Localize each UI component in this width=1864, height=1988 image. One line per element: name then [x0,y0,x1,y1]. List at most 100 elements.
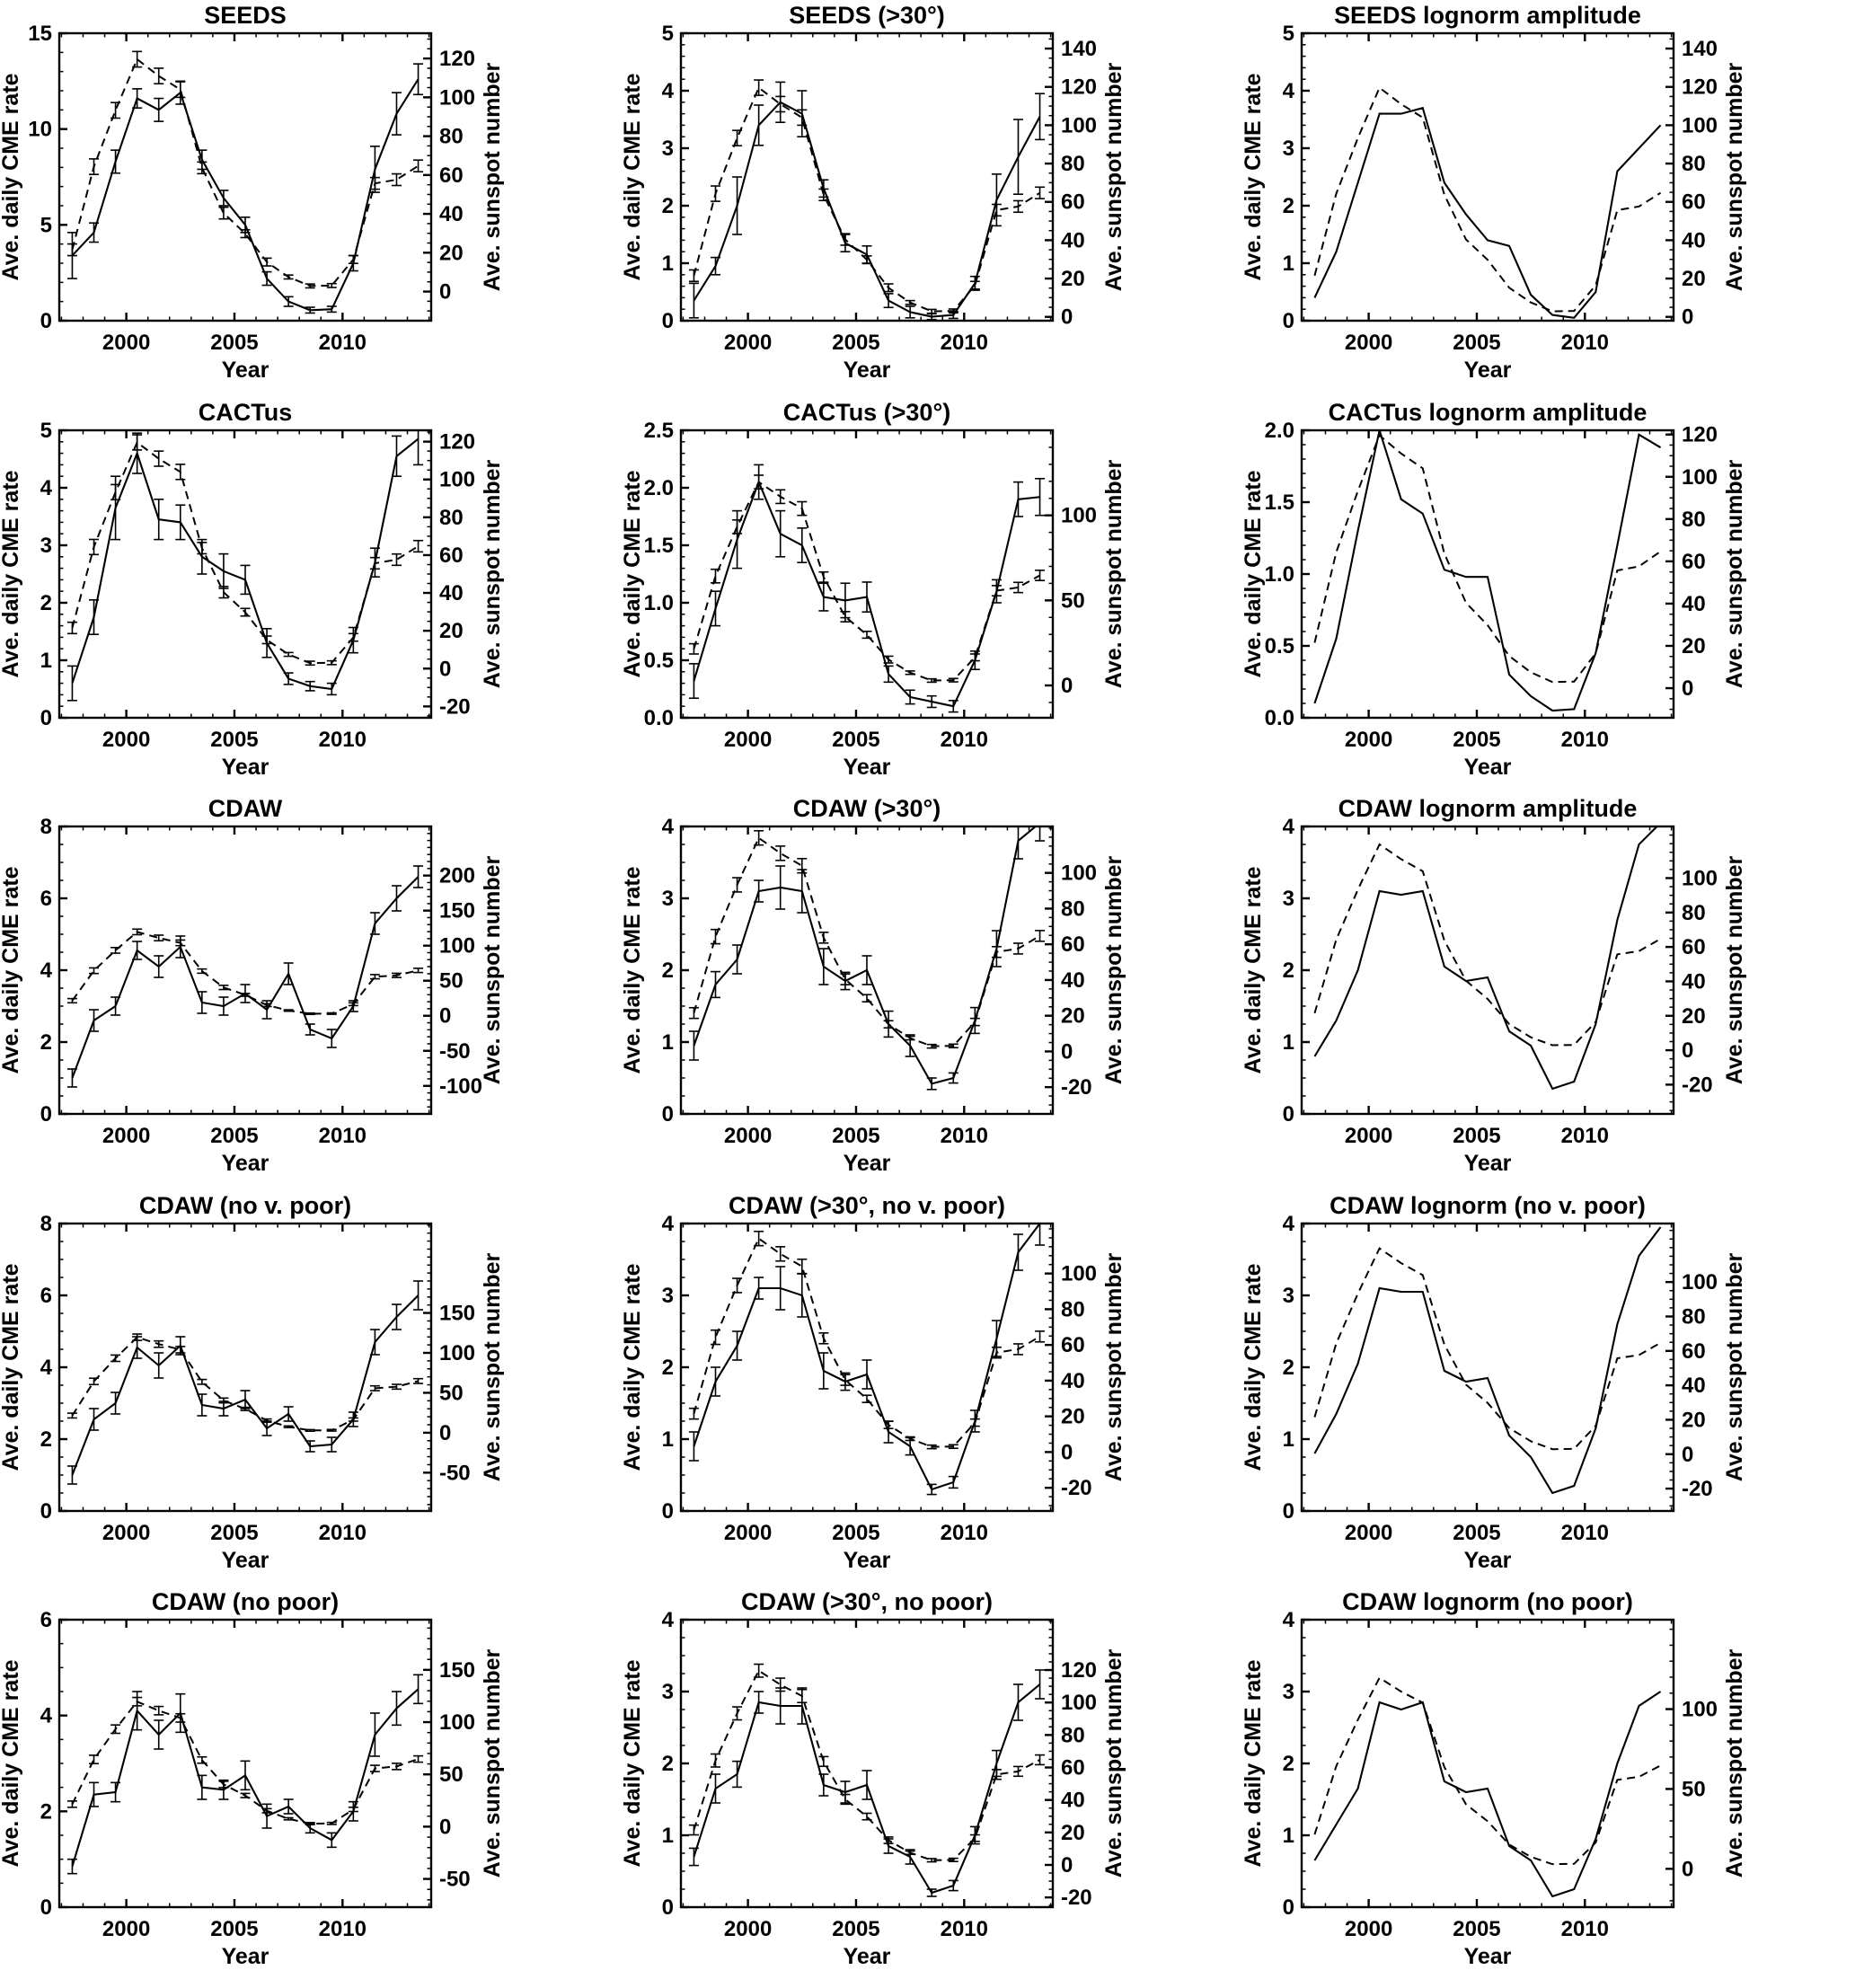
major-ticks [680,825,1053,1116]
x-tick-label: 2000 [724,1917,772,1941]
x-tick-label: 2000 [724,1521,772,1545]
data-layer [66,865,424,1088]
subplot-title: CACTus (>30°) [782,399,950,426]
subplot-cdaw-lognorm-no-poor: CDAW lognorm (no poor) Ave. daily CME rat… [1241,1588,1747,1969]
x-tick-label: 2000 [724,1124,772,1148]
left-tick-label: 0 [40,1102,52,1127]
x-tick-label: 2000 [1345,1124,1392,1148]
left-tick-label: 0 [661,1895,673,1920]
right-tick-label: 20 [1061,1404,1085,1428]
cme-error-bars [66,1279,424,1485]
right-axis-label: Ave. sunspot number [1722,62,1747,291]
subplot-cell: CDAW (>30°, no v. poor) Ave. daily CME ra… [620,1190,1243,1587]
right-tick-label: 60 [1061,1756,1085,1780]
right-tick-label: -20 [1061,1886,1092,1911]
minor-ticks [680,1620,1053,1908]
right-tick-label: 40 [1061,1789,1085,1813]
x-axis-label: Year [222,1944,269,1969]
right-tick-label: 100 [1682,1698,1718,1722]
x-tick-label: 2005 [1453,331,1501,355]
sunspot-dashed-line [1313,433,1662,683]
sunspot-dashed-line [1313,1246,1662,1450]
x-axis-label: Year [1464,1944,1512,1969]
subplot-cell: SEEDS Ave. daily CME rate Ave. sunspot num… [0,0,622,397]
right-tick-label: 20 [1061,1004,1085,1029]
data-layer [688,79,1045,321]
sunspot-error-bars [688,79,1045,314]
left-tick-label: 2 [1283,194,1294,218]
x-tick-label: 2000 [102,1917,150,1941]
subplot-cdaw: CDAW Ave. daily CME rate Ave. sunspot numb… [0,795,505,1176]
x-tick-label: 2005 [210,331,258,355]
right-tick-label: 20 [1682,634,1706,658]
x-tick-label: 2000 [724,728,772,752]
subplot-seeds: SEEDS Ave. daily CME rate Ave. sunspot num… [0,2,505,383]
subplot-cdaw-lognorm-amplitude: CDAW lognorm amplitude Ave. daily CME rat… [1241,795,1747,1176]
left-tick-label: 2.0 [1265,419,1294,443]
right-tick-label: 60 [1061,1333,1085,1357]
left-tick-label: 0 [1283,1102,1294,1127]
left-axis-label: Ave. daily CME rate [1242,1660,1266,1868]
subplot-cdaw-lognorm-no-v-poor: CDAW lognorm (no v. poor) Ave. daily CME … [1241,1192,1747,1573]
subplot-cdaw-30: CDAW (>30°) Ave. daily CME rate Ave. sunsp… [620,795,1126,1176]
subplot-title: CDAW (>30°, no poor) [741,1588,993,1615]
left-tick-label: 4 [661,1212,674,1236]
right-tick-label: 40 [1061,968,1085,993]
left-tick-label: 0 [40,1499,52,1524]
right-tick-label: 0 [439,1816,451,1840]
cme-rate-solid-line [71,78,420,312]
sunspot-dashed-line [693,86,1040,313]
left-axis-label: Ave. daily CME rate [0,1660,23,1868]
major-ticks [680,31,1053,322]
sunspot-dashed-line [693,836,1040,1047]
left-tick-label: 0 [40,706,52,730]
right-tick-label: 80 [1061,152,1085,176]
left-tick-label: 4 [40,959,53,983]
data-layer [1313,826,1662,1091]
left-tick-label: 1 [1283,1427,1294,1452]
left-tick-label: 1 [1283,1824,1294,1848]
right-tick-label: 80 [1682,1304,1706,1329]
x-tick-label: 2010 [940,1124,987,1148]
right-tick-label: 100 [1682,464,1718,489]
minor-ticks [680,1223,1053,1511]
cme-error-bars [688,464,1045,712]
right-tick-label: 150 [439,1658,475,1683]
right-tick-label: 80 [1682,507,1706,531]
right-tick-label: 0 [439,1421,451,1445]
left-tick-label: 4 [1283,1212,1295,1236]
right-tick-label: 0 [1061,674,1073,698]
major-ticks [1302,1619,1674,1909]
cme-rate-solid-line [693,826,1038,1085]
x-tick-label: 2010 [319,728,367,752]
right-tick-label: 60 [1682,190,1706,215]
left-tick-label: 0 [40,1895,52,1920]
subplot-title: SEEDS [204,2,286,29]
x-tick-label: 2010 [940,1917,987,1941]
right-tick-label: 200 [439,864,475,888]
subplot-title: CDAW (no v. poor) [139,1192,351,1219]
major-ticks [680,429,1053,719]
x-axis-label: Year [843,1548,890,1573]
left-tick-label: 0.5 [643,649,673,673]
right-tick-label: -100 [439,1074,482,1099]
right-axis-label: Ave. sunspot number [1101,1252,1126,1481]
right-tick-label: 50 [1682,1778,1706,1802]
x-tick-label: 2000 [724,331,772,355]
left-tick-label: 2.5 [643,419,673,443]
left-tick-label: 2.0 [643,476,673,500]
left-axis-label: Ave. daily CME rate [622,1660,645,1868]
right-tick-label: 20 [439,619,464,643]
right-tick-label: -20 [1682,1477,1713,1501]
minor-ticks [58,826,431,1115]
left-tick-label: 2 [1283,959,1294,983]
x-tick-label: 2000 [102,1124,150,1148]
right-tick-label: 120 [1682,422,1718,446]
subplot-cell: CDAW lognorm (no poor) Ave. daily CME rat… [1241,1586,1864,1984]
right-tick-label: 120 [1682,75,1718,100]
cme-rate-solid-line [693,1223,1041,1491]
minor-ticks [680,429,1053,718]
right-tick-label: 140 [1682,37,1718,61]
sunspot-dashed-line [71,57,420,287]
left-tick-label: 5 [40,213,52,237]
